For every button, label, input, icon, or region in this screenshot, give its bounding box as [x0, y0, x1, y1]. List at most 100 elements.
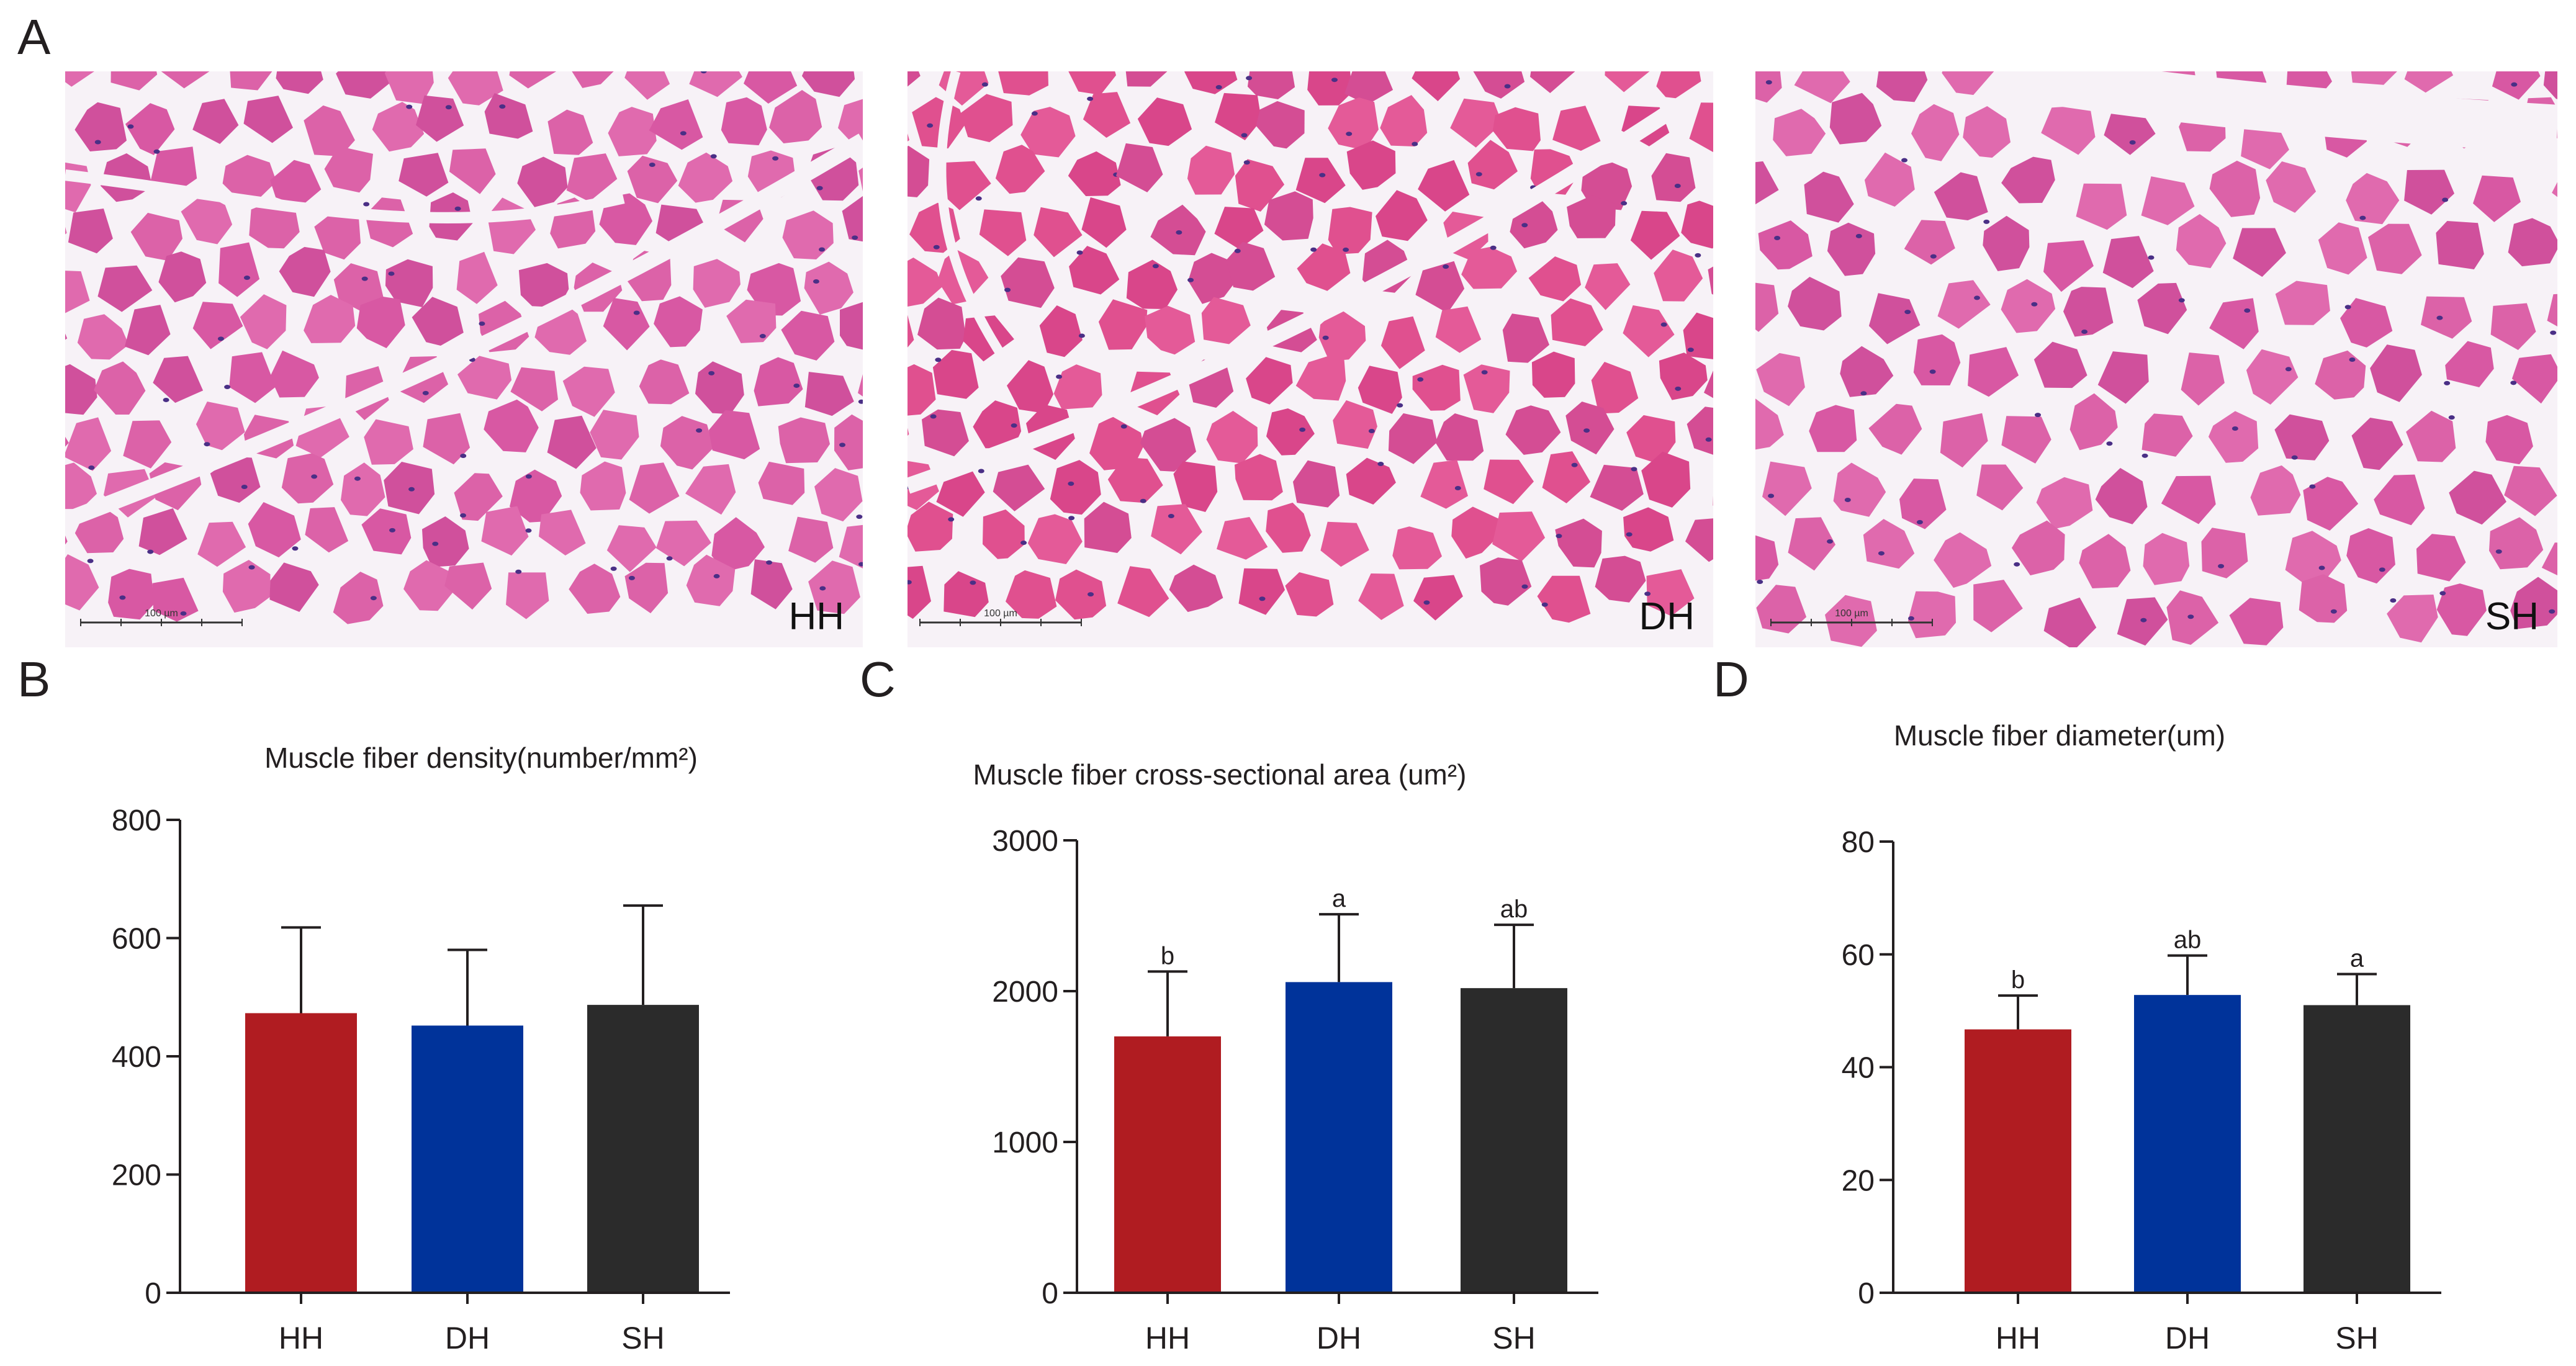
nucleus [628, 575, 635, 580]
muscle-fiber [2076, 183, 2127, 230]
x-tick-label: DH [445, 1321, 490, 1355]
muscle-fiber [2374, 474, 2425, 526]
nucleus [1088, 592, 1094, 597]
nucleus [180, 611, 187, 616]
nucleus [2178, 298, 2185, 303]
muscle-fiber [2340, 298, 2393, 348]
muscle-fiber [1068, 71, 1116, 95]
nucleus [1417, 377, 1424, 382]
scale-bar-label: 100 µm [145, 608, 178, 619]
muscle-fiber [943, 571, 989, 618]
nucleus [292, 546, 299, 551]
nucleus [1020, 541, 1027, 546]
muscle-fiber [1215, 92, 1262, 140]
muscle-fiber [1934, 172, 1988, 220]
muscle-fiber [566, 153, 618, 202]
muscle-fiber [77, 314, 129, 360]
muscle-fiber [569, 564, 621, 614]
muscle-fiber [689, 71, 742, 97]
muscle-fiber [481, 506, 529, 556]
muscle-fiber [2318, 222, 2367, 275]
y-tick-label: 20 [1842, 1164, 1875, 1197]
micrograph-label-hh: HH [788, 595, 844, 638]
muscle-fiber [192, 99, 239, 144]
muscle-fiber [153, 356, 204, 403]
muscle-fiber [539, 510, 586, 555]
nucleus [1626, 532, 1633, 537]
muscle-fiber [1704, 371, 1713, 398]
muscle-fiber [678, 152, 733, 203]
y-tick-label: 40 [1842, 1052, 1875, 1085]
muscle-fiber [123, 420, 172, 469]
muscle-fiber [161, 71, 210, 89]
muscle-fiber [1246, 357, 1293, 405]
muscle-fiber [229, 352, 276, 403]
muscle-fiber [2436, 221, 2484, 269]
nucleus [1310, 247, 1317, 252]
muscle-fiber [808, 560, 860, 614]
muscle-fiber [629, 462, 680, 514]
muscle-fiber [1794, 71, 1850, 104]
muscle-fiber [580, 461, 626, 511]
muscle-fiber [444, 562, 492, 610]
micrograph-sh-tissue: 100 µm [1755, 71, 2557, 647]
muscle-fiber [218, 242, 260, 297]
muscle-fiber [1126, 259, 1178, 309]
muscle-fiber [1295, 158, 1346, 204]
muscle-fiber [2275, 281, 2330, 325]
nucleus [1368, 428, 1375, 433]
muscle-fiber [1968, 347, 2019, 397]
muscle-fiber [2449, 470, 2506, 525]
muscle-fiber [788, 516, 834, 563]
muscle-fiber [983, 509, 1025, 559]
y-tick-label: 2000 [992, 976, 1058, 1009]
muscle-fiber [1392, 526, 1442, 570]
muscle-fiber [1659, 353, 1708, 400]
muscle-fiber [305, 507, 349, 553]
nucleus [363, 202, 370, 207]
muscle-fiber [517, 156, 568, 207]
muscle-fiber [2445, 341, 2494, 387]
nucleus [2330, 609, 2337, 614]
muscle-fiber [124, 305, 171, 356]
muscle-fiber [1623, 507, 1674, 552]
muscle-fiber [279, 246, 331, 297]
muscle-fiber [384, 71, 434, 104]
muscle-fiber [1116, 143, 1163, 192]
nucleus [933, 245, 940, 249]
muscle-fiber [995, 145, 1045, 194]
muscle-fiber [804, 261, 853, 315]
muscle-fiber [1418, 160, 1470, 212]
muscle-fiber [1151, 504, 1202, 555]
muscle-fiber [2436, 583, 2487, 636]
muscle-fiber [2229, 598, 2284, 645]
nucleus [2318, 565, 2325, 570]
nucleus [1031, 111, 1038, 116]
muscle-fiber [685, 464, 736, 515]
nucleus [978, 469, 984, 474]
muscle-fiber [2387, 595, 2438, 643]
nucleus [2291, 455, 2298, 460]
muscle-fiber [1420, 460, 1468, 509]
nucleus [1187, 277, 1194, 282]
muscle-fiber [1020, 107, 1076, 158]
muscle-fiber [314, 210, 361, 260]
nucleus [241, 484, 248, 489]
y-tick-label: 0 [1042, 1277, 1058, 1310]
significance-letter: a [1332, 885, 1346, 912]
nucleus [1878, 551, 1885, 556]
significance-letter: a [2350, 945, 2364, 973]
muscle-fiber [979, 209, 1027, 256]
muscle-fiber [907, 71, 921, 87]
muscle-fiber [639, 359, 690, 405]
muscle-fiber [1098, 299, 1148, 350]
muscle-fiber [973, 400, 1022, 449]
muscle-fiber [1689, 102, 1713, 152]
muscle-fiber [270, 160, 322, 207]
y-tick-label: 0 [145, 1277, 161, 1310]
nucleus [816, 186, 823, 191]
nucleus [204, 442, 210, 447]
muscle-fiber [333, 263, 384, 313]
muscle-fiber [138, 508, 187, 555]
muscle-fiber [2421, 296, 2472, 339]
